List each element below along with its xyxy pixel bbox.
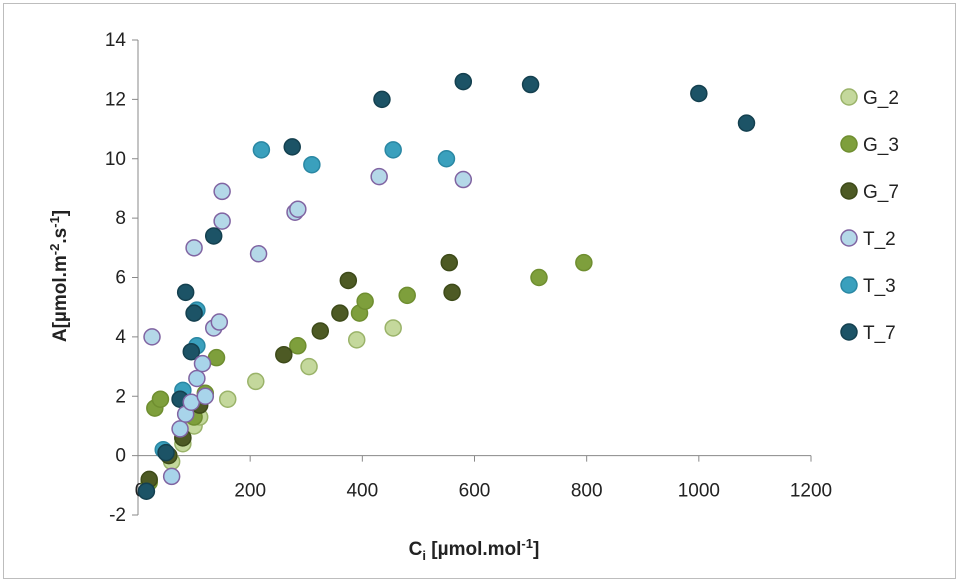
- point-t-2: [188, 369, 206, 388]
- y-tick-label: 4: [115, 327, 126, 348]
- point-t-2: [213, 212, 231, 230]
- point-t-3: [437, 150, 456, 168]
- chart-frame: -202468101214020040060080010001200Ci [µm…: [3, 3, 956, 579]
- y-axis-title: A[µmol.m-2.s-1]: [47, 210, 71, 342]
- point-t-3: [252, 141, 271, 159]
- point-t-2: [370, 167, 388, 186]
- legend-marker-t-7: [840, 323, 858, 341]
- point-t-2: [289, 200, 307, 218]
- point-t-7: [185, 304, 203, 322]
- legend-label-t-2: T_2: [863, 229, 896, 250]
- point-g-7: [339, 271, 358, 290]
- point-t-2: [249, 245, 268, 263]
- point-t-7: [454, 72, 473, 91]
- point-t-7: [137, 482, 156, 500]
- point-t-2: [171, 420, 189, 438]
- x-tick-label: 1000: [678, 481, 720, 502]
- point-g-2: [218, 390, 237, 408]
- point-g-2: [347, 331, 366, 349]
- legend-label-t-3: T_3: [863, 276, 896, 297]
- scatter-chart: -202468101214020040060080010001200Ci [µm…: [47, 30, 899, 563]
- point-g-3: [151, 390, 170, 408]
- point-t-2: [193, 354, 212, 373]
- legend-marker-g-3: [840, 135, 858, 153]
- x-tick-label: 800: [571, 481, 603, 502]
- point-g-3: [530, 268, 548, 287]
- legend-marker-t-2: [840, 229, 858, 247]
- point-g-7: [331, 304, 349, 322]
- y-tick-label: 0: [115, 446, 126, 467]
- legend-label-g-7: G_7: [863, 182, 899, 203]
- point-t-2: [210, 313, 229, 331]
- x-tick-label: 1200: [790, 481, 832, 502]
- point-g-7: [275, 345, 293, 364]
- point-g-7: [440, 253, 459, 272]
- point-t-2: [143, 328, 161, 346]
- y-tick-label: 14: [105, 30, 127, 51]
- legend-marker-t-3: [840, 276, 858, 294]
- point-t-3: [384, 141, 402, 159]
- x-tick-label: 600: [459, 481, 491, 502]
- point-g-3: [289, 337, 307, 355]
- x-axis-title: Ci [µmol.mol-1]: [409, 536, 540, 563]
- point-t-7: [521, 75, 540, 94]
- point-t-2: [196, 387, 215, 405]
- point-g-7: [311, 322, 330, 340]
- y-tick-label: 2: [115, 386, 126, 407]
- point-g-3: [398, 286, 416, 305]
- y-tick-label: 8: [115, 208, 126, 229]
- point-t-3: [303, 155, 321, 174]
- point-t-2: [162, 467, 181, 486]
- y-tick-label: -2: [109, 505, 126, 526]
- x-tick-label: 200: [234, 481, 266, 502]
- point-t-7: [176, 283, 195, 302]
- point-g-7: [443, 283, 461, 302]
- point-t-7: [690, 84, 708, 103]
- point-t-7: [157, 443, 175, 462]
- point-g-3: [356, 292, 374, 310]
- point-t-7: [283, 138, 301, 156]
- point-g-2: [247, 372, 265, 391]
- point-t-7: [204, 227, 223, 245]
- y-tick-label: 10: [105, 149, 126, 170]
- legend-marker-g-2: [840, 88, 858, 106]
- point-g-2: [384, 319, 402, 337]
- point-t-7: [373, 90, 391, 109]
- point-t-2: [213, 182, 231, 201]
- point-g-3: [575, 253, 593, 272]
- y-tick-label: 12: [105, 89, 126, 110]
- point-t-2: [185, 239, 203, 257]
- point-t-7: [737, 114, 756, 132]
- y-tick-label: 6: [115, 268, 126, 289]
- legend-label-g-3: G_3: [863, 135, 899, 156]
- x-tick-label: 400: [346, 481, 378, 502]
- legend-label-g-2: G_2: [863, 88, 899, 109]
- legend-label-t-7: T_7: [863, 323, 896, 344]
- legend-marker-g-7: [840, 182, 858, 200]
- point-t-2: [454, 170, 473, 189]
- point-g-2: [300, 357, 318, 376]
- point-t-7: [182, 342, 201, 361]
